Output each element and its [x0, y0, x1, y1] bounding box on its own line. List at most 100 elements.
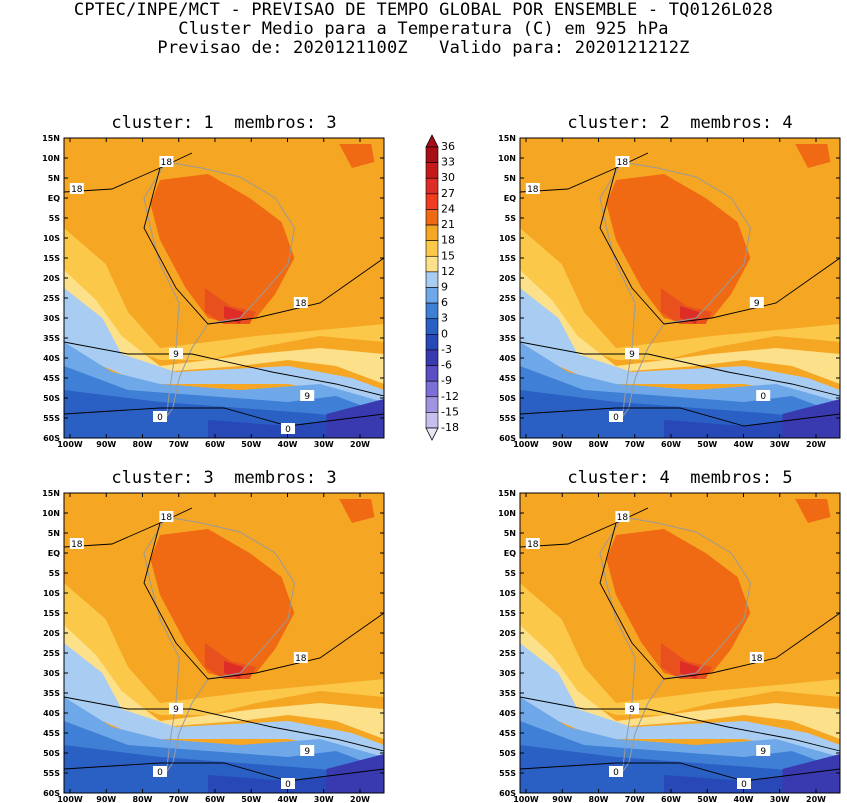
- lat-tick-label: 45S: [499, 374, 516, 383]
- colorbar-level-label: -15: [441, 405, 459, 418]
- contour-line: [519, 152, 649, 193]
- contour-label-bg: [625, 348, 639, 359]
- lat-tick-label: EQ: [504, 194, 516, 203]
- colorbar-level-label: 30: [441, 171, 455, 184]
- lat-tick-label: 10S: [43, 234, 60, 243]
- colorbar-level-label: 24: [441, 202, 455, 215]
- lat-tick-label: 5N: [504, 529, 516, 538]
- temperature-band: [150, 529, 295, 679]
- contour-line: [143, 522, 385, 680]
- lon-tick-label: 80W: [133, 795, 153, 803]
- colorbar-level-label: 33: [441, 156, 455, 169]
- contour-line: [519, 507, 649, 548]
- lon-tick-label: 20W: [806, 440, 826, 449]
- lon-tick-label: 20W: [350, 795, 370, 803]
- contour-line: [143, 167, 385, 325]
- contour-label-bg: [609, 766, 623, 777]
- contour-label-bg: [625, 703, 639, 714]
- lat-tick-label: 15S: [43, 254, 60, 263]
- colorbar-swatch: [425, 380, 439, 398]
- contour-label: 9: [173, 350, 179, 360]
- lat-tick-label: 30S: [43, 314, 60, 323]
- temperature-band: [606, 174, 751, 324]
- contour-label-bg: [756, 390, 771, 401]
- colorbar-top-arrow: [425, 134, 439, 148]
- temperature-band: [782, 399, 840, 438]
- contour-line: [599, 522, 841, 680]
- temperature-band: [520, 270, 840, 384]
- contour-label: 0: [285, 780, 291, 790]
- colorbar-level-label: -18: [441, 421, 459, 434]
- lat-tick-label: 15N: [42, 134, 60, 143]
- contour-label: 18: [161, 158, 173, 168]
- map-panel-3: 18 18 18 9 9 0 0 15N 10N 5N EQ 5S 10S 15S 20S 25S 30S 35S…: [42, 489, 385, 803]
- lat-tick-label: 10S: [499, 589, 516, 598]
- map-panel-1: 18 18 18 9 9 0 0 15N 10N 5N EQ 5S 10S 15S 20S 25S 30S 35S…: [42, 134, 385, 449]
- colorbar-level-label: -12: [441, 390, 459, 403]
- contour-label-bg: [300, 390, 315, 401]
- contour-label-bg: [169, 348, 183, 359]
- lat-tick-label: 40S: [499, 354, 516, 363]
- contour-label: 18: [161, 513, 173, 523]
- colorbar-swatch: [425, 162, 439, 179]
- lat-tick-label: 60S: [43, 434, 60, 443]
- contour-line: [63, 152, 193, 193]
- temperature-band: [150, 174, 295, 324]
- lat-tick-label: 25S: [43, 294, 60, 303]
- lon-tick-label: 50W: [697, 440, 717, 449]
- coastline: [143, 516, 295, 773]
- contour-label-bg: [756, 745, 771, 756]
- lat-tick-label: EQ: [48, 549, 60, 558]
- lon-tick-label: 70W: [169, 795, 189, 803]
- lat-tick-label: 45S: [499, 729, 516, 738]
- lon-tick-label: 80W: [589, 795, 609, 803]
- contour-line: [519, 341, 841, 397]
- contour-label: 0: [760, 392, 766, 402]
- lat-tick-label: 50S: [499, 394, 516, 403]
- lat-tick-label: 5S: [505, 214, 517, 223]
- contour-label: 18: [71, 540, 83, 550]
- colorbar-swatch: [425, 177, 439, 195]
- colorbar-swatch: [425, 240, 439, 257]
- lat-tick-label: 60S: [499, 789, 516, 798]
- lon-tick-label: 60W: [205, 795, 225, 803]
- contour-line: [63, 762, 385, 782]
- lon-tick-label: 80W: [133, 440, 153, 449]
- lat-tick-label: 60S: [43, 789, 60, 798]
- lat-tick-label: 5S: [505, 569, 517, 578]
- temperature-band: [520, 625, 840, 739]
- contour-label: 9: [754, 299, 760, 309]
- contour-label-bg: [281, 423, 295, 434]
- lon-tick-label: 50W: [241, 440, 261, 449]
- lat-tick-label: 35S: [499, 689, 516, 698]
- lon-tick-label: 70W: [625, 440, 645, 449]
- colorbar-level-label: 12: [441, 265, 455, 278]
- lat-tick-label: 20S: [499, 629, 516, 638]
- colorbar-level-label: 15: [441, 249, 455, 262]
- lat-tick-label: 50S: [499, 749, 516, 758]
- contour-label: 9: [304, 747, 310, 757]
- colorbar-swatch: [425, 287, 439, 304]
- lon-tick-label: 90W: [552, 440, 572, 449]
- lat-tick-label: 55S: [43, 414, 60, 423]
- lat-tick-label: 45S: [43, 729, 60, 738]
- panel-title-4: cluster: 4 membros: 5: [567, 468, 793, 488]
- contour-label-bg: [525, 183, 540, 194]
- colorbar-swatch: [425, 146, 439, 163]
- lat-tick-label: 10N: [42, 154, 60, 163]
- lat-tick-label: 20S: [43, 274, 60, 283]
- panel-frame: [519, 492, 841, 794]
- contour-label-bg: [615, 511, 630, 522]
- lat-tick-label: 25S: [499, 649, 516, 658]
- panel-title-2: cluster: 2 membros: 4: [567, 113, 793, 133]
- colorbar-level-label: 9: [441, 281, 448, 294]
- contour-label: 18: [71, 185, 83, 195]
- colorbar-level-label: 36: [441, 140, 455, 153]
- lon-tick-label: 90W: [96, 795, 116, 803]
- contour-label: 9: [629, 350, 635, 360]
- colorbar-level-label: -3: [441, 343, 452, 356]
- lat-tick-label: 35S: [499, 334, 516, 343]
- colorbar-level-label: -6: [441, 359, 452, 372]
- colorbar-swatch: [425, 365, 439, 382]
- contour-label-bg: [749, 652, 764, 663]
